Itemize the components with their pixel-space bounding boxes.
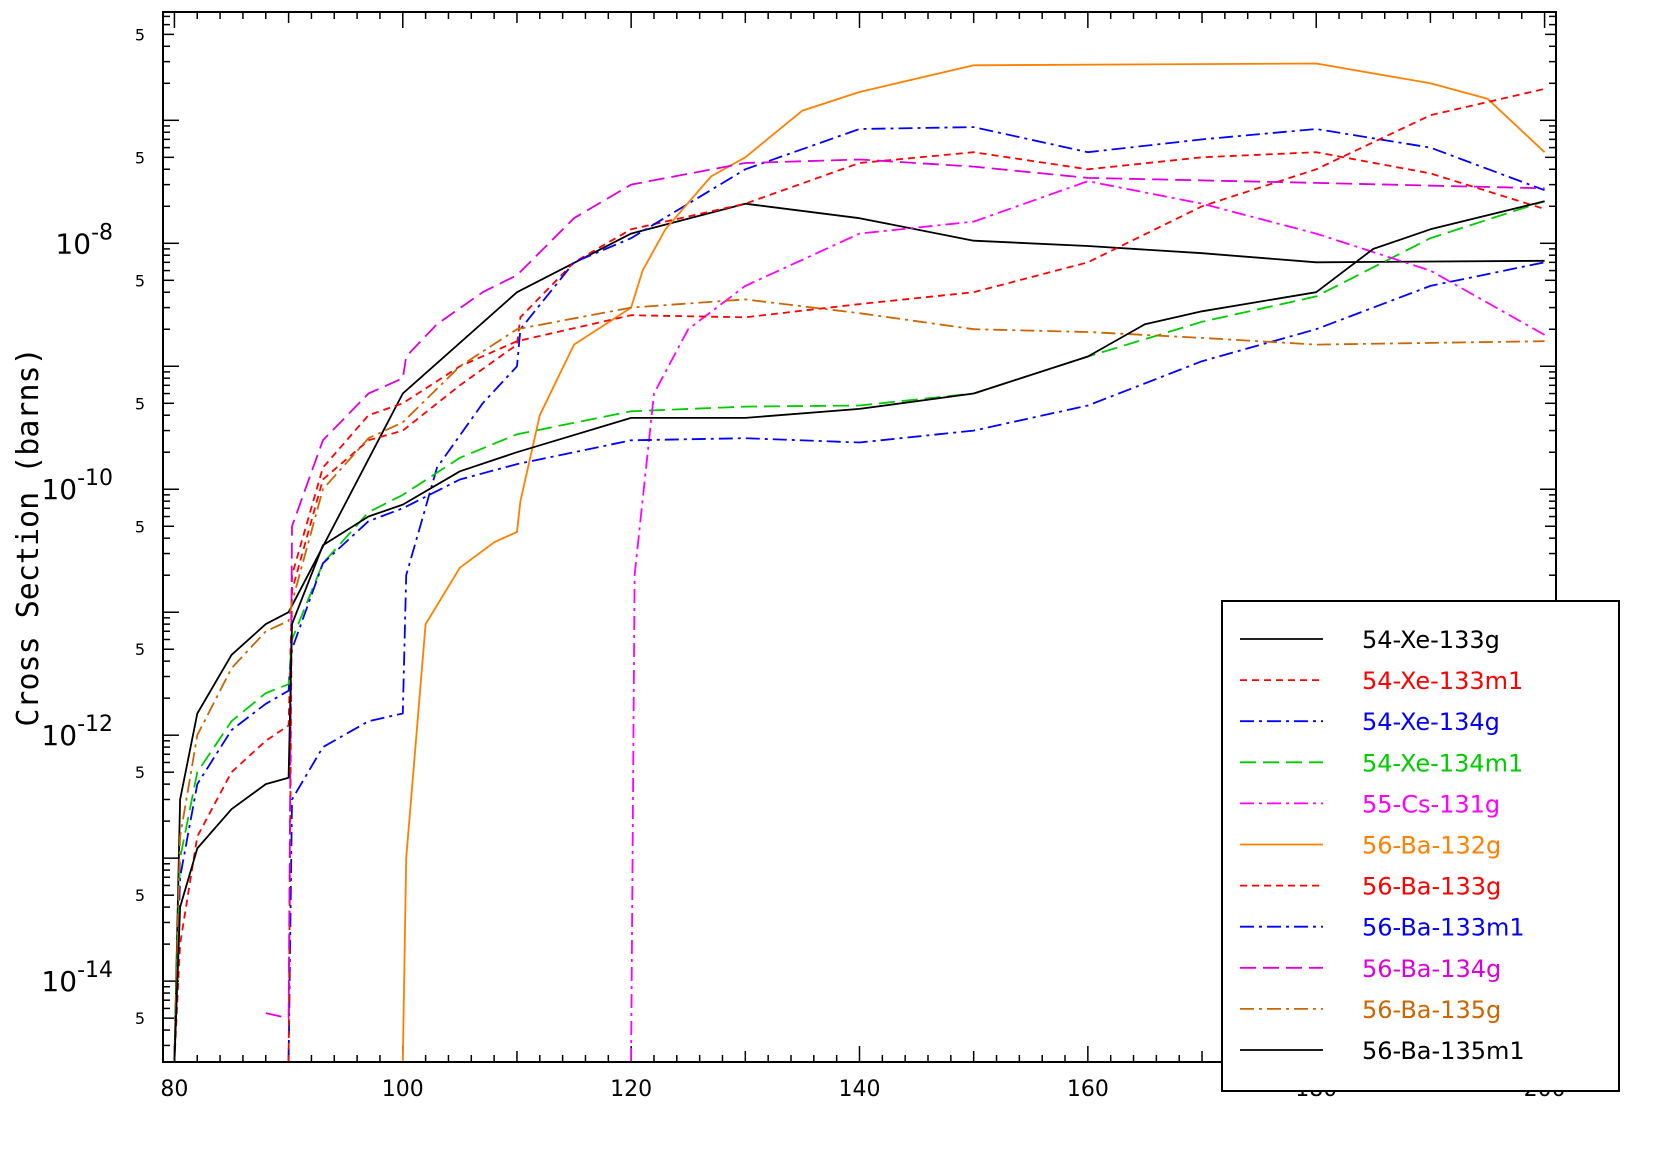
legend-label: 56-Ba-133m1	[1362, 914, 1525, 942]
x-tick-label: 160	[1067, 1077, 1109, 1102]
legend-label: 56-Ba-134g	[1362, 955, 1501, 983]
y-major-tick-label: 10-12	[41, 712, 113, 752]
legend-label: 56-Ba-135m1	[1362, 1037, 1525, 1065]
y-minor-tick-label: 5	[135, 25, 145, 44]
y-minor-tick-label: 5	[135, 886, 145, 905]
x-tick-label: 140	[839, 1077, 881, 1102]
y-major-tick-label: 10-8	[55, 220, 113, 260]
y-major-tick-label: 10-10	[41, 466, 113, 506]
x-tick-label: 120	[610, 1077, 652, 1102]
y-minor-tick-label: 5	[135, 517, 145, 536]
y-minor-tick-label: 5	[135, 271, 145, 290]
series-line-54-Xe-134m1	[173, 200, 1545, 1062]
legend-label: 56-Ba-135g	[1362, 996, 1501, 1024]
y-minor-tick-label: 5	[135, 394, 145, 413]
series-line-54-Xe-133m1	[173, 151, 1545, 1062]
series-line-56-Ba-133m1	[173, 261, 1545, 1062]
x-tick-label: 100	[382, 1077, 424, 1102]
x-tick-label: 80	[160, 1077, 188, 1102]
legend-label: 56-Ba-133g	[1362, 873, 1501, 901]
series-line-54-Xe-134g	[287, 126, 1545, 1062]
series-line-56-Ba-133g	[287, 88, 1545, 1062]
legend-label: 56-Ba-132g	[1362, 832, 1501, 860]
legend-label: 55-Cs-131g	[1362, 790, 1500, 818]
legend-label: 54-Xe-133m1	[1362, 667, 1523, 695]
plot-frame	[162, 11, 1557, 1063]
y-minor-tick-label: 5	[135, 148, 145, 167]
y-minor-tick-label: 5	[135, 763, 145, 782]
y-minor-tick-label: 5	[135, 640, 145, 659]
series-line-56-Ba-132g	[401, 62, 1546, 1062]
series-line-56-Ba-135m1	[173, 200, 1545, 1062]
y-minor-tick-label: 5	[135, 1009, 145, 1028]
legend-label: 54-Xe-134m1	[1362, 749, 1523, 777]
series-line-56-Ba-134g	[265, 158, 1545, 1020]
y-major-tick-label: 10-14	[41, 958, 113, 998]
series-lines	[173, 62, 1546, 1062]
series-line-56-Ba-135g	[173, 298, 1545, 1062]
legend-label: 54-Xe-133g	[1362, 626, 1500, 654]
legend-label: 54-Xe-134g	[1362, 708, 1500, 736]
y-axis-label: Cross Section (barns)	[11, 347, 46, 726]
legend: 54-Xe-133g 54-Xe-133m1 54-Xe-134g 54-Xe-134…	[1221, 600, 1620, 1092]
